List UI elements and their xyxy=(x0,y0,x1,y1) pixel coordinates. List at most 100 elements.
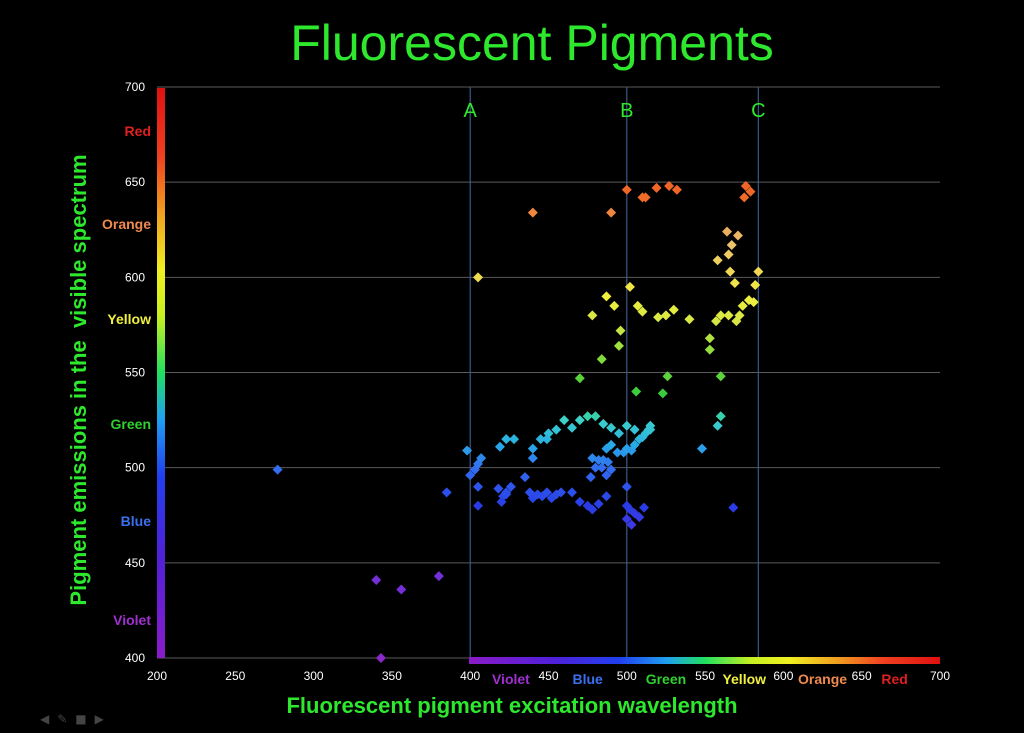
reference-label-A: A xyxy=(464,100,478,122)
data-point xyxy=(629,424,640,435)
data-point xyxy=(732,230,743,241)
data-point xyxy=(493,483,504,494)
data-point xyxy=(375,653,386,663)
data-point xyxy=(715,371,726,382)
y-band-label-violet: Violet xyxy=(113,612,151,628)
data-point xyxy=(712,420,723,431)
data-point xyxy=(598,418,609,429)
forward-arrow-icon[interactable]: ▶ xyxy=(94,712,104,726)
y-band-label-orange: Orange xyxy=(102,216,151,232)
reference-label-C: C xyxy=(751,100,765,122)
data-point xyxy=(505,481,516,492)
data-point xyxy=(615,325,626,336)
data-point xyxy=(473,500,484,511)
y-band-label-green: Green xyxy=(111,416,151,432)
x-tick-label: 350 xyxy=(382,669,402,683)
data-point xyxy=(574,496,585,507)
data-point xyxy=(613,428,624,439)
data-point xyxy=(715,310,726,321)
data-point xyxy=(582,411,593,422)
data-point xyxy=(556,487,567,498)
x-band-label-yellow: Yellow xyxy=(722,671,766,687)
data-point xyxy=(593,498,604,509)
chart-title: Fluorescent Pigments xyxy=(290,15,774,71)
data-point xyxy=(729,278,740,289)
data-point xyxy=(606,464,617,475)
x-spectrum-bar xyxy=(469,657,940,664)
data-point xyxy=(621,514,632,525)
data-point xyxy=(465,470,476,481)
data-point xyxy=(723,249,734,260)
data-point xyxy=(645,424,656,435)
x-tick-label: 600 xyxy=(773,669,793,683)
x-tick-label: 300 xyxy=(304,669,324,683)
data-point xyxy=(396,584,407,595)
data-point xyxy=(662,371,673,382)
reference-label-B: B xyxy=(620,100,633,122)
data-point xyxy=(726,239,737,250)
data-point xyxy=(585,472,596,483)
y-tick-label: 600 xyxy=(125,270,145,284)
data-point xyxy=(745,186,756,197)
data-point xyxy=(541,487,552,498)
data-point xyxy=(612,447,623,458)
data-point xyxy=(590,411,601,422)
data-point xyxy=(613,340,624,351)
back-arrow-icon[interactable]: ◀ xyxy=(40,712,50,726)
data-point xyxy=(671,184,682,195)
x-tick-label: 200 xyxy=(147,669,167,683)
data-point xyxy=(621,481,632,492)
data-point xyxy=(711,316,722,327)
data-point xyxy=(668,304,679,315)
data-point xyxy=(715,411,726,422)
data-point xyxy=(664,180,675,191)
data-point xyxy=(626,519,637,530)
data-point xyxy=(535,434,546,445)
x-tick-label: 250 xyxy=(225,669,245,683)
data-point xyxy=(587,310,598,321)
menu-icon[interactable]: ■ xyxy=(75,712,87,726)
data-point xyxy=(496,496,507,507)
slide-navigation: ◀ ✎ ■ ▶ xyxy=(40,712,104,726)
data-point xyxy=(723,310,734,321)
data-point xyxy=(637,306,648,317)
data-point xyxy=(596,354,607,365)
data-point xyxy=(501,487,512,498)
data-point xyxy=(734,310,745,321)
color-band-labels: Red Orange Yellow Green Blue Violet Violet Blue… xyxy=(102,123,908,687)
y-spectrum-bar xyxy=(157,88,165,658)
data-point xyxy=(606,422,617,433)
data-point xyxy=(737,300,748,311)
data-point xyxy=(601,470,612,481)
y-axis-label: Pigment emissions in the visible spectru… xyxy=(66,154,91,605)
data-point xyxy=(637,192,648,203)
x-band-label-orange: Orange xyxy=(798,671,847,687)
x-tick-label: 700 xyxy=(930,669,950,683)
data-point xyxy=(753,266,764,277)
y-tick-label: 500 xyxy=(125,461,145,475)
y-tick-label: 400 xyxy=(125,651,145,665)
data-point xyxy=(684,314,695,325)
data-point xyxy=(473,481,484,492)
data-point xyxy=(601,491,612,502)
axis-ticks: 400 450 500 550 600 650 700 200 250 300 350 400 450 5… xyxy=(125,80,950,683)
x-band-label-red: Red xyxy=(881,671,907,687)
data-point xyxy=(621,420,632,431)
data-point xyxy=(609,300,620,311)
data-point xyxy=(722,226,733,237)
data-point xyxy=(657,388,668,399)
data-point xyxy=(740,180,751,191)
data-point xyxy=(696,443,707,454)
data-point xyxy=(601,291,612,302)
data-point xyxy=(527,207,538,218)
data-point xyxy=(603,456,614,467)
data-point xyxy=(566,487,577,498)
pen-icon[interactable]: ✎ xyxy=(57,712,68,726)
data-point xyxy=(441,487,452,498)
data-point xyxy=(527,443,538,454)
data-point xyxy=(551,424,562,435)
y-tick-label: 450 xyxy=(125,556,145,570)
data-point xyxy=(712,255,723,266)
reference-lines: A B C xyxy=(464,87,766,658)
